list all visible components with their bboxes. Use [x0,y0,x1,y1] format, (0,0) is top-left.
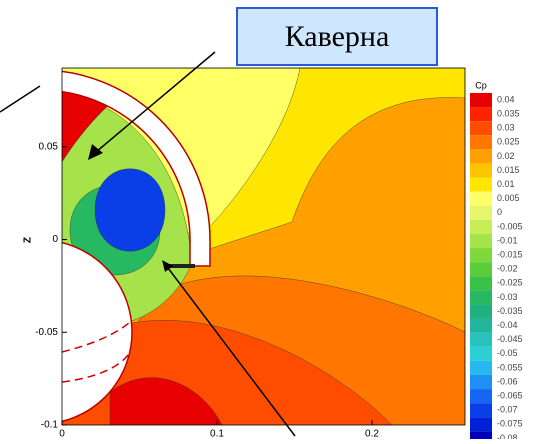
colorbar-label: -0.005 [497,221,523,231]
colorbar-label: -0.07 [497,405,518,415]
colorbar-swatch [470,149,492,163]
colorbar-label: 0.01 [497,179,515,189]
y-tick-label: -0.1 [41,420,59,431]
colorbar-title: Cp [475,80,487,90]
colorbar-swatch [470,107,492,121]
colorbar-label: -0.08 [497,433,518,439]
colorbar-swatch [470,403,492,417]
y-tick-label: 0.05 [39,141,59,152]
colorbar-swatch [470,248,492,262]
x-tick-label: 0.1 [210,429,224,439]
colorbar-swatch [470,178,492,192]
colorbar-swatch [470,93,492,107]
y-tick-label: -0.05 [35,327,58,338]
colorbar-swatch [470,262,492,276]
colorbar-label: -0.01 [497,235,518,245]
colorbar-swatch [470,206,492,220]
colorbar-label: 0.02 [497,151,515,161]
chart: 0 0.1 0.2 0.05 0 -0.05 -0.1 0.04 0.035 0.03 0.025… [0,0,539,439]
colorbar-label: -0.05 [497,348,518,358]
colorbar-label: -0.055 [497,362,523,372]
colorbar-label: -0.025 [497,278,523,288]
colorbar-swatch [470,431,492,439]
colorbar-label: -0.015 [497,249,523,259]
colorbar-label: -0.03 [497,292,518,302]
y-tick-label: 0 [52,234,58,245]
colorbar-label: -0.06 [497,376,518,386]
colorbar-label: 0.04 [497,94,515,104]
y-axis-label: Z [23,237,34,243]
colorbar-label: -0.04 [497,320,518,330]
colorbar-label: -0.035 [497,306,523,316]
x-tick-label: 0 [59,429,65,439]
colorbar-label: 0.035 [497,108,520,118]
colorbar-swatch [470,276,492,290]
colorbar-label: -0.075 [497,419,523,429]
colorbar-swatch [470,192,492,206]
colorbar-label: -0.045 [497,334,523,344]
colorbar-swatch [470,361,492,375]
colorbar-swatch [470,319,492,333]
x-tick-label: 0.2 [365,429,379,439]
colorbar-swatch [470,290,492,304]
colorbar-label: -0.02 [497,264,518,274]
annotation-text: Каверна [285,20,390,53]
colorbar-swatch [470,375,492,389]
colorbar-swatch [470,234,492,248]
colorbar-swatch [470,220,492,234]
colorbar: 0.04 0.035 0.03 0.025 0.02 0.015 0.01 0.005 0 -0.… [470,93,523,439]
contour-field [0,68,465,425]
colorbar-label: -0.065 [497,390,523,400]
colorbar-label: 0.03 [497,123,515,133]
colorbar-swatch [470,304,492,318]
colorbar-label: 0 [497,207,502,217]
colorbar-label: 0.015 [497,165,520,175]
colorbar-label: 0.025 [497,137,520,147]
colorbar-swatch [470,417,492,431]
contour-region [95,169,165,252]
colorbar-label: 0.005 [497,193,520,203]
colorbar-swatch [470,135,492,149]
colorbar-swatch [470,389,492,403]
colorbar-swatch [470,347,492,361]
colorbar-swatch [470,163,492,177]
colorbar-swatch [470,333,492,347]
colorbar-swatch [470,121,492,135]
